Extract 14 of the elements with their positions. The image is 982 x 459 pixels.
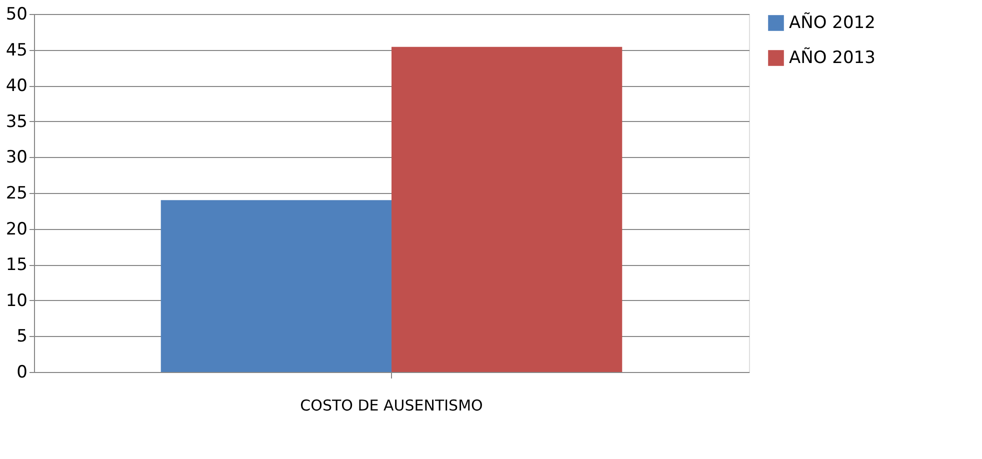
x-tick-label: COSTO DE AUSENTISMO (300, 396, 483, 414)
y-tick-label: 40 (6, 76, 28, 96)
y-tick-label: 30 (6, 148, 28, 168)
legend-label: AÑO 2013 (789, 47, 876, 68)
y-tick-label: 50 (6, 4, 28, 24)
y-tick-label: 15 (6, 255, 28, 276)
legend-label: AÑO 2012 (789, 12, 876, 33)
y-tick-label: 35 (6, 112, 28, 132)
y-tick-label: 0 (16, 362, 28, 382)
y-tick-label: 20 (6, 219, 28, 240)
y-tick-label: 45 (6, 40, 28, 60)
y-tick-label: 5 (16, 326, 28, 347)
y-tick-label: 25 (6, 184, 28, 204)
y-tick-label: 10 (6, 290, 28, 311)
